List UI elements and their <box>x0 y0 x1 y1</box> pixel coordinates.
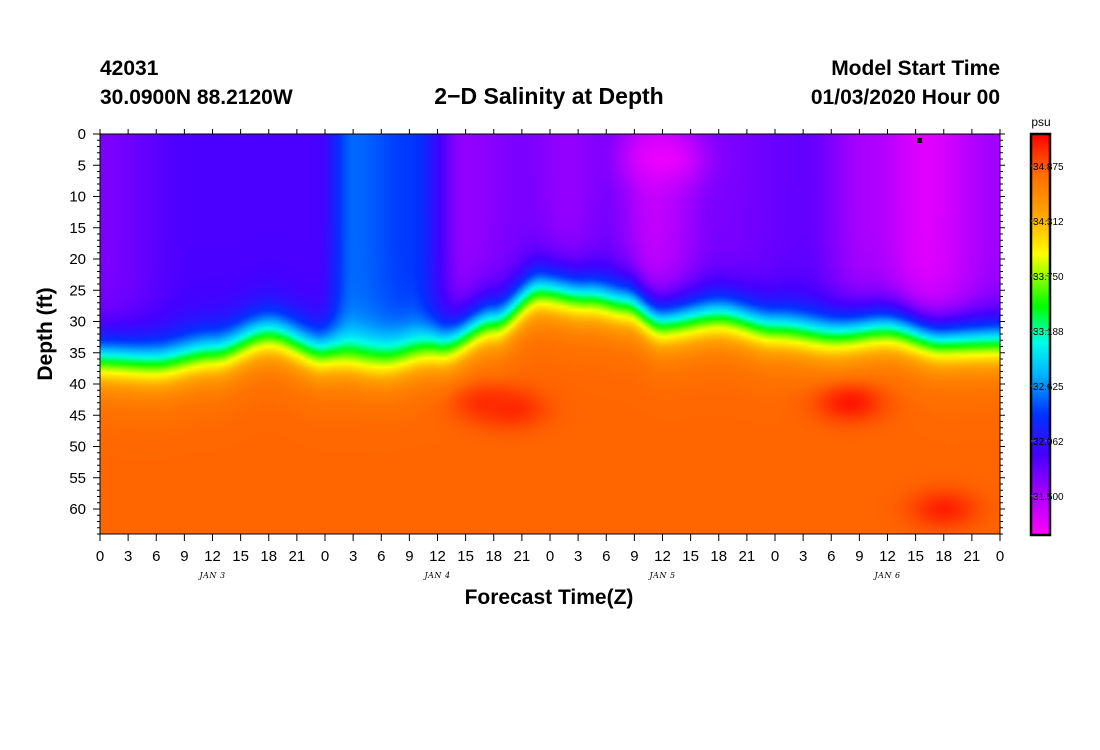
colorbar-tick-label: 31.500 <box>1033 492 1064 503</box>
y-tick-label: 60 <box>69 501 86 518</box>
y-tick-label: 50 <box>69 439 86 456</box>
x-tick-label: 21 <box>964 548 981 565</box>
x-tick-label: 0 <box>996 548 1004 565</box>
x-tick-label: 21 <box>514 548 531 565</box>
x-tick-label: 15 <box>682 548 699 565</box>
x-tick-label: 21 <box>289 548 306 565</box>
x-tick-label: 18 <box>485 548 502 565</box>
colorbar-ticks: 31.500 32.062 32.625 33.188 33.750 34.312 34.8… <box>1031 162 1064 503</box>
y-tick-label: 25 <box>69 282 86 299</box>
station-coords: 30.0900N 88.2120W <box>100 86 293 109</box>
colorbar-unit: psu <box>1031 115 1050 129</box>
x-tick-label: 18 <box>260 548 277 565</box>
x-tick-label: 12 <box>204 548 221 565</box>
x-tick-label: 6 <box>152 548 160 565</box>
salinity-heatmap <box>100 134 1000 534</box>
x-tick-label: 0 <box>321 548 329 565</box>
x-tick-label: 12 <box>879 548 896 565</box>
y-tick-label: 45 <box>69 407 86 424</box>
x-tick-label: 0 <box>546 548 554 565</box>
chart-title: 2−D Salinity at Depth <box>434 83 663 109</box>
model-start-value: 01/03/2020 Hour 00 <box>811 86 1000 109</box>
model-start-label: Model Start Time <box>831 57 1000 80</box>
x-tick-label: 18 <box>710 548 727 565</box>
day-label: JAN 4 <box>422 571 450 580</box>
x-tick-label: 6 <box>827 548 835 565</box>
y-tick-label: 35 <box>69 345 86 362</box>
x-tick-label: 6 <box>602 548 610 565</box>
y-axis: 0 5 10 15 20 25 30 35 40 45 50 55 60 <box>69 126 1005 535</box>
colorbar-gradient <box>1031 134 1050 535</box>
x-axis-label: Forecast Time(Z) <box>465 586 634 609</box>
colorbar-tick-label: 32.062 <box>1033 437 1064 448</box>
x-tick-label: 21 <box>739 548 756 565</box>
x-tick-label: 12 <box>654 548 671 565</box>
x-tick-label: 15 <box>232 548 249 565</box>
x-tick-label: 15 <box>907 548 924 565</box>
colorbar-tick-label: 33.750 <box>1033 272 1064 283</box>
day-label: JAN 5 <box>647 571 675 580</box>
y-axis-label: Depth (ft) <box>34 287 57 380</box>
y-tick-label: 0 <box>78 126 86 143</box>
y-tick-label: 15 <box>69 220 86 237</box>
y-tick-label: 10 <box>69 189 86 206</box>
surface-marker <box>917 138 922 143</box>
x-tick-label: 0 <box>771 548 779 565</box>
colorbar-container <box>1031 134 1050 535</box>
x-tick-label: 9 <box>630 548 638 565</box>
x-axis: 0 3 6 9 12 15 18 21 0 3 6 9 12 15 18 21 0 3 6 9 12 15 18 21 0 3 6 9… <box>96 129 1004 580</box>
day-label: JAN 6 <box>872 571 900 580</box>
x-tick-label: 9 <box>405 548 413 565</box>
y-tick-label: 30 <box>69 314 86 331</box>
station-id: 42031 <box>100 57 159 80</box>
colorbar-tick-label: 34.312 <box>1033 217 1064 228</box>
y-tick-label: 55 <box>69 470 86 487</box>
y-tick-label: 5 <box>78 157 86 174</box>
x-tick-label: 3 <box>799 548 807 565</box>
colorbar-tick-label: 33.188 <box>1033 327 1064 338</box>
day-label: JAN 3 <box>197 571 225 580</box>
x-tick-label: 0 <box>96 548 104 565</box>
x-tick-label: 3 <box>574 548 582 565</box>
colorbar-tick-label: 32.625 <box>1033 382 1064 393</box>
x-tick-label: 9 <box>855 548 863 565</box>
x-tick-label: 3 <box>124 548 132 565</box>
x-tick-label: 12 <box>429 548 446 565</box>
x-tick-label: 15 <box>457 548 474 565</box>
x-tick-label: 18 <box>935 548 952 565</box>
heatmap-container <box>100 134 1000 534</box>
y-tick-label: 40 <box>69 376 86 393</box>
colorbar-frame <box>1029 132 1052 537</box>
x-tick-label: 6 <box>377 548 385 565</box>
y-tick-label: 20 <box>69 251 86 268</box>
x-tick-label: 3 <box>349 548 357 565</box>
x-tick-label: 9 <box>180 548 188 565</box>
colorbar-tick-label: 34.875 <box>1033 162 1064 173</box>
